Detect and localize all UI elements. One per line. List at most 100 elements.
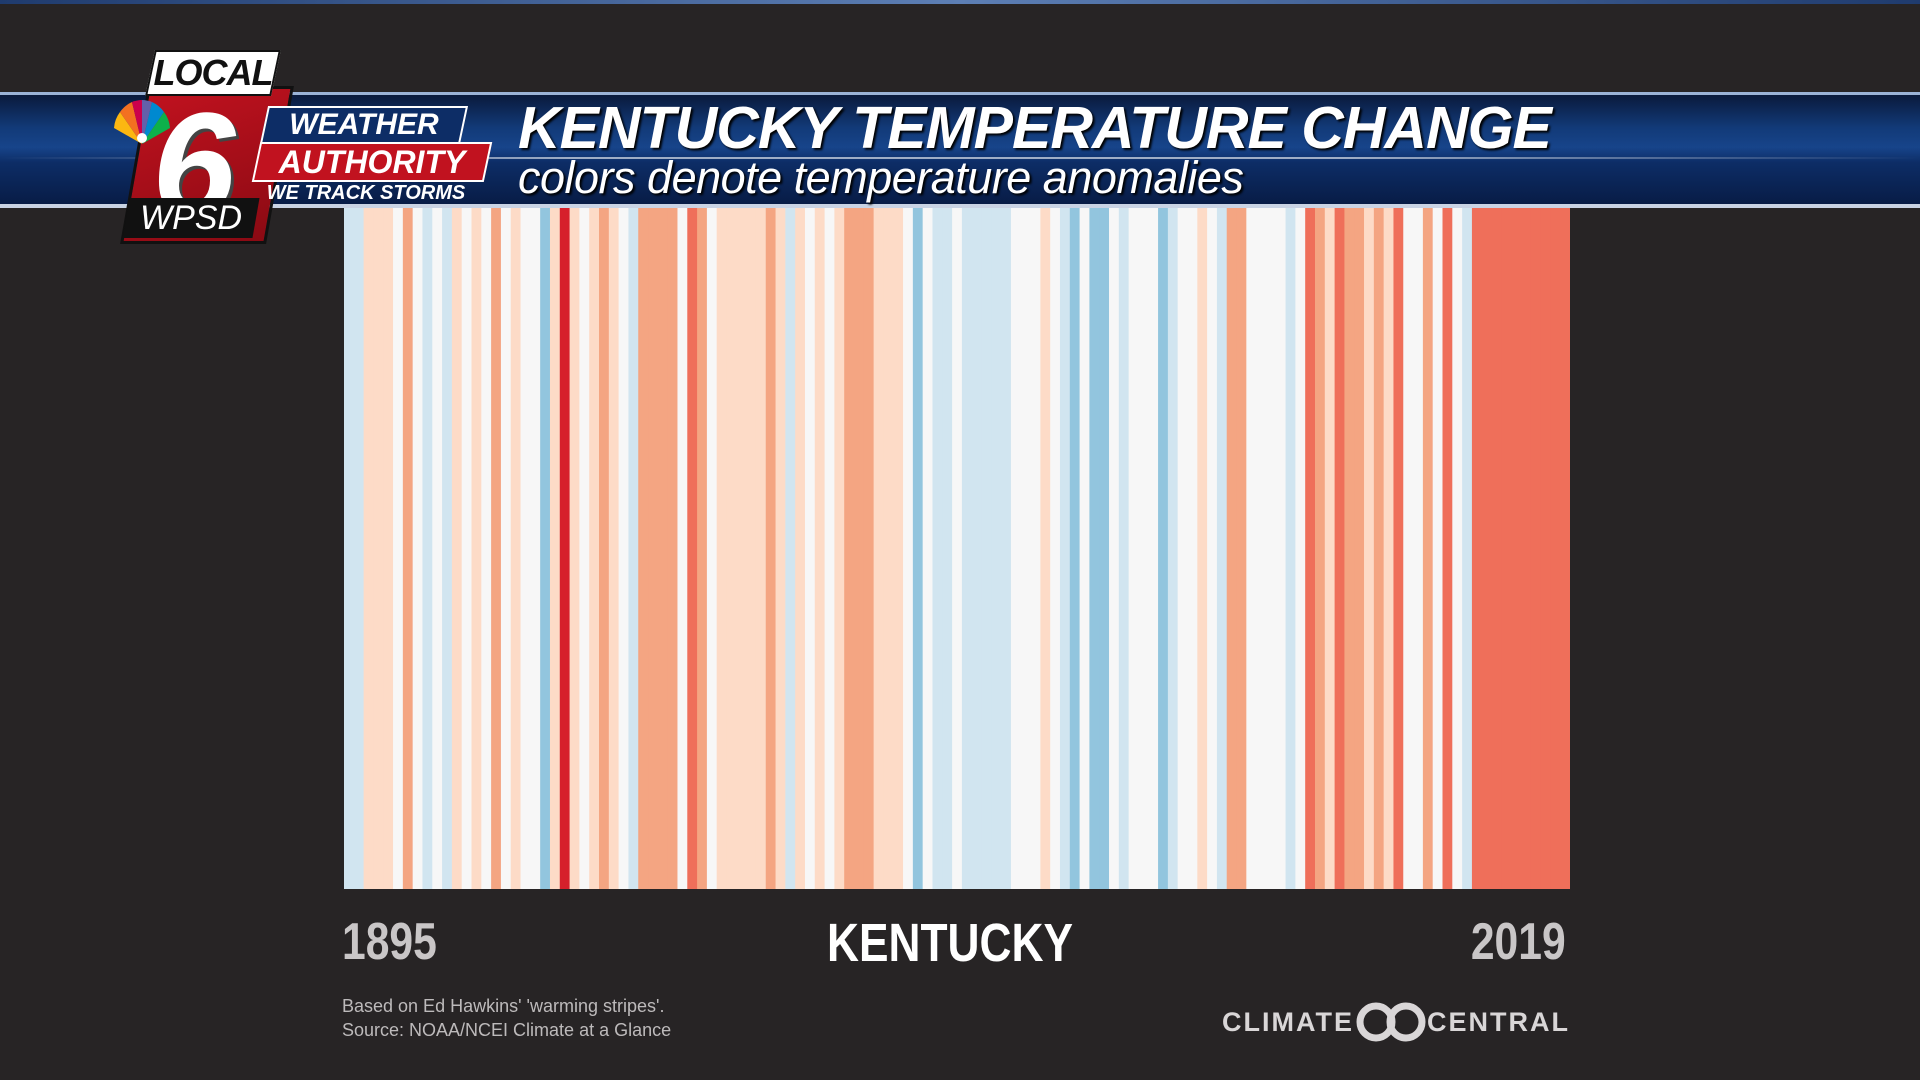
stripe-1954: [922, 208, 934, 889]
stripe-1944: [824, 208, 835, 889]
stripe-1908: [471, 208, 482, 889]
stripe-1925: [638, 208, 649, 889]
banner-title: KENTUCKY TEMPERATURE CHANGE: [518, 95, 1552, 161]
stripe-1952: [903, 208, 914, 889]
stripe-2003: [1403, 208, 1414, 889]
stripe-1997: [1344, 208, 1355, 889]
stripe-1965: [1030, 208, 1041, 889]
stripe-1940: [785, 208, 796, 889]
stripe-2014: [1511, 208, 1522, 889]
stripe-1909: [481, 208, 492, 889]
stripe-1959: [971, 208, 983, 889]
stripe-1904: [432, 208, 443, 889]
stripe-1987: [1246, 208, 1257, 889]
stripe-1981: [1187, 208, 1198, 889]
stripe-1961: [991, 208, 1002, 889]
stripe-1901: [402, 208, 414, 889]
stripe-1910: [491, 208, 502, 889]
stripe-1994: [1314, 208, 1326, 889]
stripe-1937: [755, 208, 767, 889]
stripe-2008: [1452, 208, 1463, 889]
stripe-1999: [1364, 208, 1375, 889]
stripe-1996: [1334, 208, 1346, 889]
stripe-1934: [726, 208, 737, 889]
stripe-1967: [1050, 208, 1061, 889]
stripe-2012: [1491, 208, 1502, 889]
stripe-2000: [1373, 208, 1385, 889]
stripe-1898: [373, 208, 384, 889]
stripe-1955: [932, 208, 943, 889]
stripe-1988: [1256, 208, 1267, 889]
stripe-1945: [834, 208, 845, 889]
stripe-1931: [697, 208, 708, 889]
stripe-1907: [461, 208, 473, 889]
stripe-2001: [1383, 208, 1395, 889]
stripe-1935: [736, 208, 747, 889]
stripe-1993: [1305, 208, 1316, 889]
stripe-1924: [628, 208, 639, 889]
stripe-1975: [1128, 208, 1140, 889]
stripe-1977: [1148, 208, 1159, 889]
stripe-1966: [1040, 208, 1051, 889]
logo-local-badge: LOCAL: [145, 50, 281, 96]
stripe-1949: [873, 208, 885, 889]
stripe-2019: [1560, 208, 1570, 889]
stripe-1951: [893, 208, 904, 889]
stripe-1995: [1324, 208, 1336, 889]
logo-local-text: LOCAL: [153, 52, 273, 93]
stripe-1980: [1177, 208, 1189, 889]
stripe-1897: [363, 208, 375, 889]
stripe-1936: [746, 208, 757, 889]
stripe-1919: [579, 208, 590, 889]
stripe-1964: [1020, 208, 1032, 889]
stripe-1985: [1226, 208, 1238, 889]
stripe-1990: [1275, 208, 1287, 889]
stripe-2010: [1471, 208, 1483, 889]
source-credit: Based on Ed Hawkins' 'warming stripes'. …: [342, 994, 671, 1042]
stripe-1930: [687, 208, 698, 889]
stripe-1938: [765, 208, 777, 889]
stripe-1929: [677, 208, 688, 889]
warming-stripes-chart: [344, 208, 1570, 889]
stripe-1939: [775, 208, 786, 889]
stripe-1917: [559, 208, 571, 889]
stripe-2016: [1530, 208, 1542, 889]
stripe-1913: [520, 208, 531, 889]
stripe-1895: [344, 208, 355, 889]
stripe-2005: [1422, 208, 1434, 889]
stripe-1922: [608, 208, 620, 889]
stripe-1998: [1354, 208, 1365, 889]
state-label: KENTUCKY: [826, 913, 1073, 973]
stripe-1943: [814, 208, 826, 889]
end-year-label: 2019: [1471, 913, 1566, 971]
stripe-1923: [618, 208, 630, 889]
station-logo: 6 LOCAL WPSD WEATHER AUTHORITY WE TRACK …: [100, 50, 493, 244]
climate-central-right-text: CENTRAL: [1427, 1007, 1570, 1037]
stripe-1976: [1138, 208, 1149, 889]
stripe-1989: [1265, 208, 1277, 889]
stripe-1957: [952, 208, 963, 889]
stripe-1971: [1089, 208, 1100, 889]
stripe-2007: [1442, 208, 1453, 889]
stripe-1905: [442, 208, 453, 889]
stripe-1896: [353, 208, 365, 889]
stripe-1974: [1118, 208, 1130, 889]
stripe-1903: [422, 208, 433, 889]
climate-central-logo: CLIMATE CENTRAL: [1222, 1000, 1570, 1044]
logo-weather-text: WEATHER: [289, 108, 439, 141]
stripe-1979: [1167, 208, 1179, 889]
stripe-1978: [1158, 208, 1169, 889]
stripe-1911: [500, 208, 512, 889]
stripe-1983: [1207, 208, 1218, 889]
stripe-1906: [451, 208, 463, 889]
stripe-1948: [863, 208, 875, 889]
stripe-1933: [716, 208, 728, 889]
stripe-1963: [1010, 208, 1022, 889]
stripe-1918: [569, 208, 580, 889]
logo-tagline: WE TRACK STORMS: [266, 182, 466, 204]
stripe-1960: [981, 208, 992, 889]
stripe-1970: [1079, 208, 1091, 889]
stripe-1942: [804, 208, 816, 889]
stripe-1968: [1059, 208, 1071, 889]
climate-central-left-text: CLIMATE: [1222, 1007, 1354, 1037]
